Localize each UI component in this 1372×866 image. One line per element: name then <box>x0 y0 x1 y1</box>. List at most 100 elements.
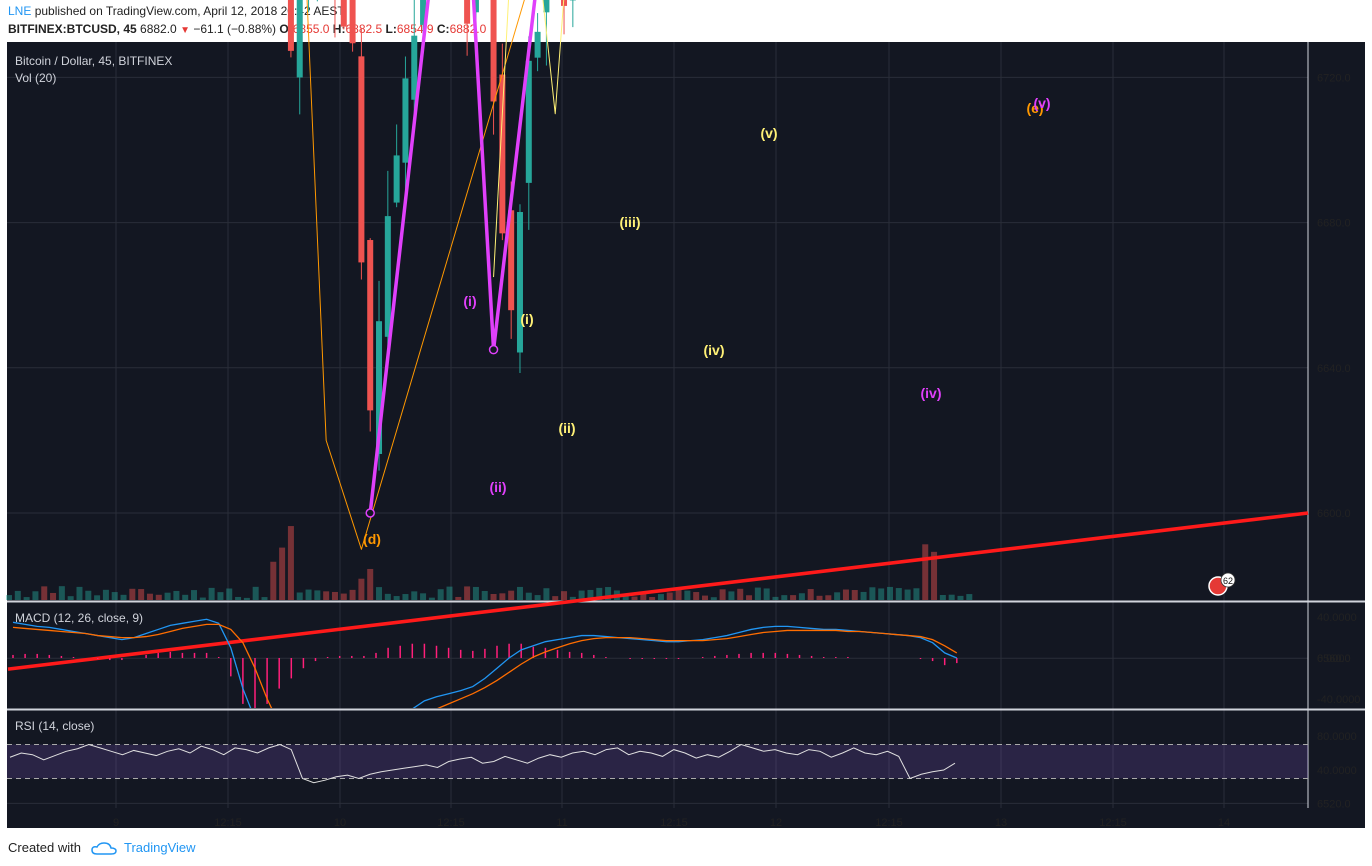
volume-bar <box>437 589 444 600</box>
volume-bar <box>85 590 92 600</box>
volume-bar <box>358 578 365 600</box>
rsi-tick: 80.0000 <box>1317 731 1357 743</box>
volume-bar <box>217 592 224 600</box>
volume-bar <box>622 596 629 600</box>
candle <box>525 60 532 183</box>
volume-bar <box>939 594 946 600</box>
volume-bar <box>798 593 805 600</box>
volume-bar <box>966 594 973 600</box>
close-label: C: <box>436 22 450 36</box>
volume-bar <box>173 590 180 600</box>
volume-label: Vol (20) <box>15 71 56 85</box>
volume-bar <box>58 586 65 600</box>
candle <box>561 0 568 6</box>
wave-label: (i) <box>520 311 533 327</box>
volume-bar <box>94 595 101 600</box>
time-tick: 10 <box>334 817 346 829</box>
annotations: (d)(i)(ii)(i)(ii)(iii)(iv)(v)(iv)(e)(v) <box>7 0 1309 671</box>
volume-bar <box>746 595 753 600</box>
volume-bar <box>781 595 788 600</box>
candle <box>508 210 515 311</box>
macd-tick: 40.0000 <box>1317 612 1357 624</box>
volume-bar <box>904 589 911 600</box>
volume-bar <box>922 544 929 600</box>
volume-bar <box>649 597 656 600</box>
volume-bar <box>340 593 347 600</box>
price-tick: 6680.0 <box>1317 218 1351 230</box>
volume-bar <box>825 595 832 600</box>
volume-bar <box>754 587 761 600</box>
candle <box>349 0 356 44</box>
flag-icon[interactable]: 62 <box>1208 572 1236 596</box>
volume-bar <box>587 589 594 600</box>
volume-bar <box>710 597 717 600</box>
volume-bar <box>578 590 585 600</box>
candle <box>393 155 400 203</box>
volume-bar <box>6 595 12 600</box>
price-tick: 6720.0 <box>1317 72 1351 84</box>
price-axes: 6520.06560.06600.06640.06680.06720.06760… <box>1317 72 1351 810</box>
chart-title: Bitcoin / Dollar, 45, BITFINEX <box>15 54 172 68</box>
volume-bar <box>772 596 779 600</box>
candle <box>490 0 497 102</box>
volume-bar <box>534 595 541 600</box>
volume-bar <box>455 596 462 600</box>
wave-label: (ii) <box>558 420 575 436</box>
volume-bar <box>552 596 559 600</box>
pane-labels: Bitcoin / Dollar, 45, BITFINEX Vol (20) … <box>15 54 172 733</box>
volume-bar <box>887 586 893 600</box>
volume-bar <box>913 588 920 600</box>
volume-bar <box>763 588 770 600</box>
macd-tick: -40.0000 <box>1317 694 1360 706</box>
tradingview-cloud-icon <box>90 841 117 855</box>
volume-bar <box>561 591 568 600</box>
volume-bar <box>596 587 603 600</box>
volume-bar <box>32 591 39 600</box>
wave-point <box>365 508 375 518</box>
volume-bar <box>287 526 294 600</box>
candle <box>340 0 347 27</box>
wave-label: (iii) <box>620 214 641 230</box>
volume-bar <box>129 588 136 600</box>
volume-bar <box>860 591 867 600</box>
volume-bar <box>807 589 814 600</box>
macd-series-line <box>12 618 958 708</box>
volume-bar <box>420 593 427 600</box>
macd-pane: 40.0000 0.0000 -40.0000 <box>12 612 1360 708</box>
volume-bar <box>631 596 638 600</box>
volume-bar <box>957 595 964 600</box>
volume-bar <box>252 586 259 600</box>
wave-label: (v) <box>760 125 777 141</box>
time-tick: 12:15 <box>1099 817 1127 829</box>
created-with-text: Created with <box>8 840 81 855</box>
rsi-band <box>7 744 1308 779</box>
volume-bar <box>367 568 374 600</box>
volume-bar <box>182 594 189 600</box>
published-text: published on TradingView.com, April 12, … <box>34 4 345 18</box>
candle <box>384 216 391 337</box>
candle <box>287 0 294 51</box>
volume-bar <box>446 586 453 600</box>
time-tick: 14 <box>1218 817 1230 829</box>
volume-bar <box>701 595 708 600</box>
volume-bar <box>693 592 700 600</box>
volume-bar <box>895 588 902 600</box>
author-link[interactable]: LNE <box>8 4 32 18</box>
candle <box>367 240 374 411</box>
tradingview-link[interactable]: TradingView <box>124 840 196 855</box>
volume-bar <box>728 591 735 600</box>
volume-bar <box>279 547 286 600</box>
rsi-title: RSI (14, close) <box>15 719 94 733</box>
volume-bar <box>191 590 198 600</box>
time-tick: 12 <box>770 817 782 829</box>
volume-bar <box>499 593 506 600</box>
time-tick: 12:15 <box>214 817 242 829</box>
volume-bar <box>666 592 673 600</box>
candle <box>296 0 303 78</box>
volume-bar <box>102 589 109 600</box>
time-tick: 11 <box>556 817 567 829</box>
volume-bar <box>842 589 849 600</box>
volume-bar <box>411 591 418 600</box>
volume-bar <box>384 593 391 600</box>
